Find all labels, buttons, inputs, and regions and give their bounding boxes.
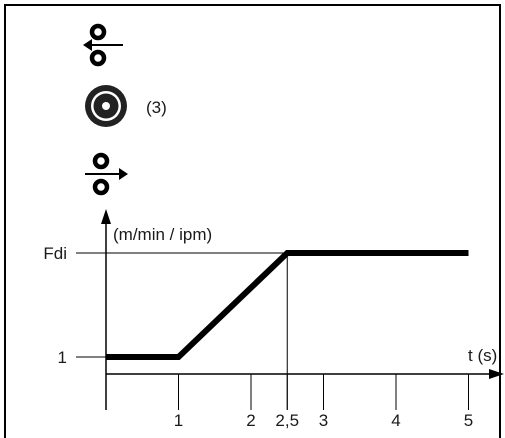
- y-axis: [101, 209, 111, 410]
- y-level-label: 1: [58, 348, 67, 367]
- feed-speed-line: [106, 250, 469, 360]
- diagram-frame: [4, 4, 501, 438]
- spool-note: (3): [146, 98, 167, 117]
- wire-spool-icon: [85, 85, 127, 127]
- x-tick-label: 1: [174, 411, 183, 430]
- y-axis-unit: (m/min / ipm): [113, 225, 212, 244]
- x-axis: [106, 369, 504, 379]
- series: [106, 250, 469, 360]
- x-axis-label: t (s): [468, 346, 497, 365]
- wire-retract-icon: [83, 23, 123, 67]
- y-levels: Fdi 1: [43, 244, 106, 367]
- x-tick-label: 3: [319, 411, 328, 430]
- x-tick-label: 4: [391, 411, 400, 430]
- x-ticks: 1 2 2,5 3 4 5: [174, 374, 473, 430]
- wire-feed-icon: [85, 152, 128, 196]
- y-level-label: Fdi: [43, 244, 67, 263]
- x-tick-label: 5: [464, 411, 473, 430]
- x-tick-label: 2,5: [275, 411, 299, 430]
- x-tick-label: 2: [246, 411, 255, 430]
